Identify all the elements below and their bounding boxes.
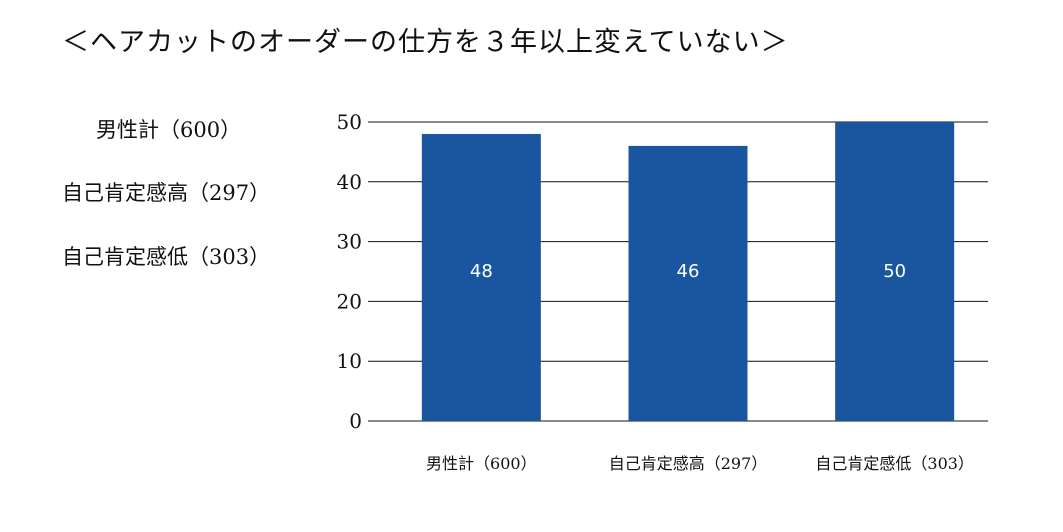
y-tick-label-50: 50 xyxy=(337,110,362,134)
legend-label-total: 男性計（600） xyxy=(96,118,242,142)
bar-2 xyxy=(835,122,955,421)
x-category-label-2: 自己肯定感低（303） xyxy=(815,454,974,473)
y-tick-label-0: 0 xyxy=(349,409,362,433)
chart-title: ＜ヘアカットのオーダーの仕方を３年以上変えていない＞ xyxy=(62,27,789,58)
x-category-label-0: 男性計（600） xyxy=(426,454,537,473)
legend-label-low: 自己肯定感低（303） xyxy=(62,245,271,269)
bars: 48 46 50 xyxy=(421,122,955,422)
bar-0 xyxy=(421,133,541,421)
y-tick-label-20: 20 xyxy=(337,289,362,313)
y-tick-label-40: 40 xyxy=(337,170,362,194)
bar-value-label-1: 46 xyxy=(677,261,700,282)
y-axis-ticks: 0 10 20 30 40 50 xyxy=(337,110,362,433)
bar-value-label-0: 48 xyxy=(470,261,493,282)
x-category-label-1: 自己肯定感高（297） xyxy=(609,454,768,473)
legend-label-high: 自己肯定感高（297） xyxy=(62,181,271,205)
y-tick-label-10: 10 xyxy=(337,349,362,373)
x-axis-categories: 男性計（600） 自己肯定感高（297） 自己肯定感低（303） xyxy=(426,454,974,473)
bar-value-label-2: 50 xyxy=(883,261,906,282)
y-tick-label-30: 30 xyxy=(337,230,362,254)
bar-1 xyxy=(628,145,748,422)
